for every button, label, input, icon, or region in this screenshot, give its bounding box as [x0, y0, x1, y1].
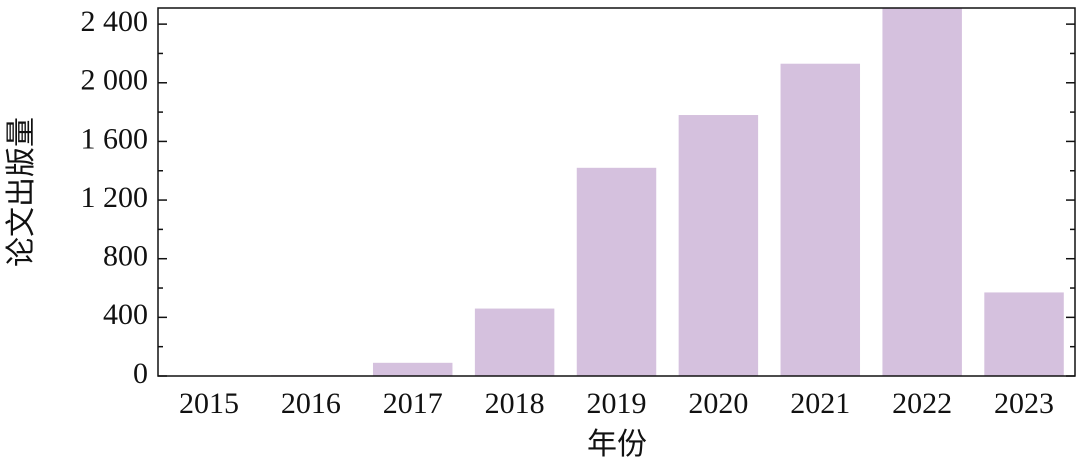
- y-tick-label: 800: [103, 240, 148, 273]
- x-tick-label: 2017: [383, 387, 443, 420]
- x-tick-label: 2023: [994, 387, 1054, 420]
- x-tick-label: 2022: [892, 387, 952, 420]
- bar: [780, 63, 861, 377]
- y-tick-label: 400: [103, 298, 148, 331]
- x-tick-label: 2020: [688, 387, 748, 420]
- y-tick-label: 0: [133, 357, 148, 390]
- bar: [882, 8, 962, 376]
- x-tick-label: 2019: [587, 387, 647, 420]
- bar: [576, 167, 657, 376]
- x-tick-label: 2018: [485, 387, 545, 420]
- y-tick-label: 1 600: [81, 122, 149, 155]
- y-tick-label: 2 000: [81, 64, 149, 97]
- x-tick-label: 2015: [179, 387, 239, 420]
- bar: [474, 308, 555, 376]
- x-tick-label: 2016: [281, 387, 341, 420]
- y-tick-label: 2 400: [81, 5, 149, 38]
- y-tick-label: 1 200: [81, 181, 149, 214]
- plot-frame: [157, 7, 1076, 377]
- x-tick-label: 2021: [790, 387, 850, 420]
- bar: [372, 362, 453, 376]
- x-axis-label: 年份: [587, 428, 647, 461]
- bar: [678, 115, 759, 376]
- y-axis-label: 论文出版量: [5, 117, 38, 267]
- bar: [984, 292, 1064, 376]
